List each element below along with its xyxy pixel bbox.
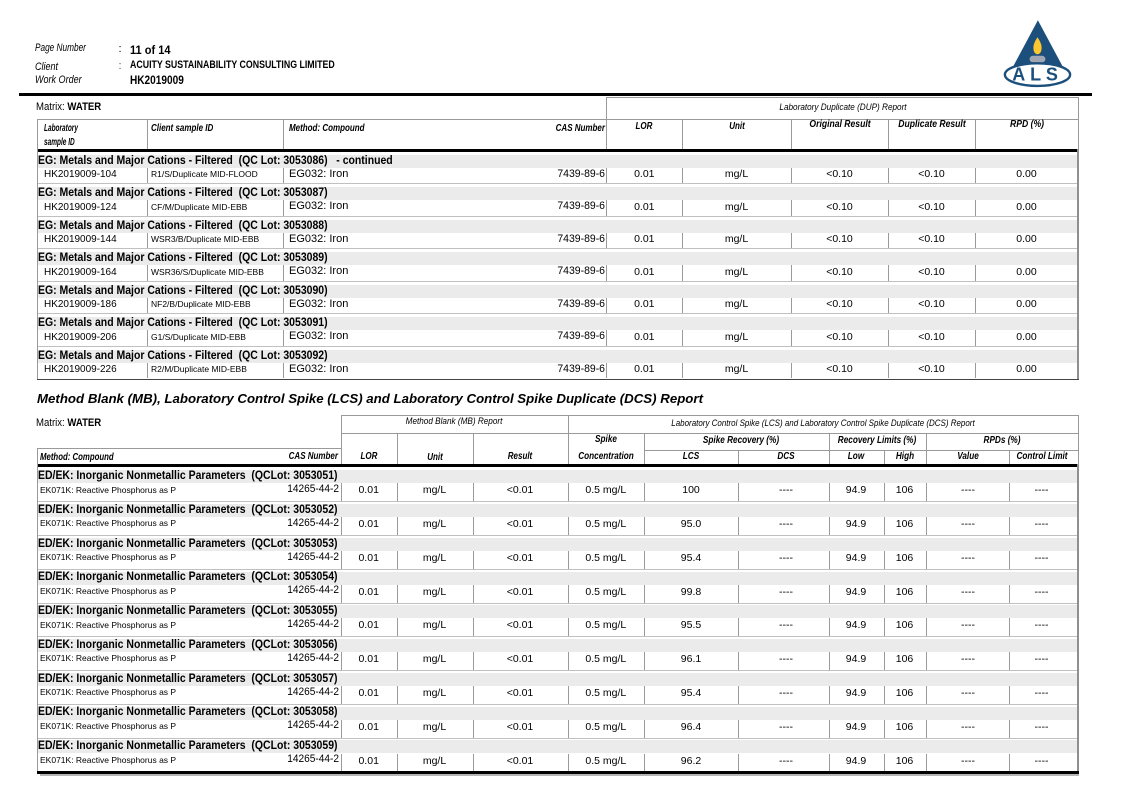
svg-text:ALS: ALS [1012,65,1062,85]
